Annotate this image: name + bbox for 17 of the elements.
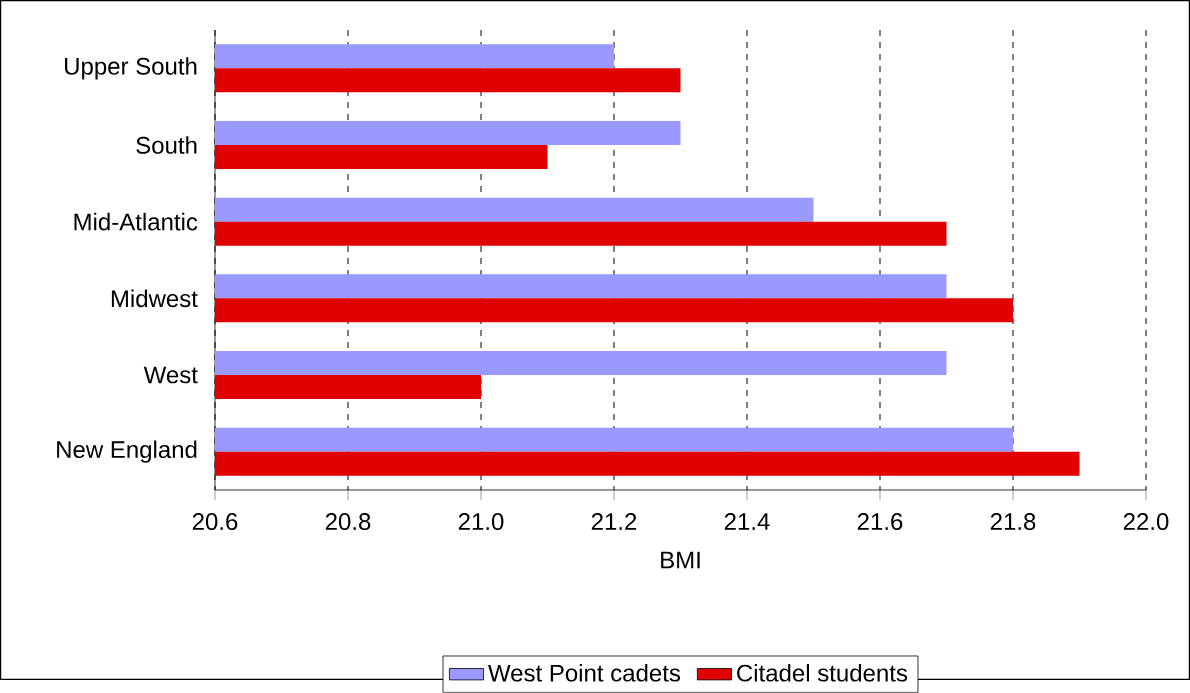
x-tick-label: 21.2: [591, 513, 637, 530]
legend-label: West Point cadets: [488, 664, 681, 682]
x-tick-label: 20.8: [325, 513, 371, 531]
y-tick-label: Mid-Atlantic: [74, 212, 198, 231]
y-tick-label: Midwest: [111, 289, 198, 308]
legend-label: Citadel students: [737, 664, 908, 682]
x-tick-label: 22.0: [1123, 513, 1169, 531]
x-tick-label: 21.4: [724, 513, 770, 530]
y-tick-label: South: [136, 136, 197, 154]
x-tick-label: 20.6: [192, 513, 238, 531]
y-tick-label: West: [143, 366, 198, 384]
y-tick-label: New England: [57, 440, 197, 463]
y-tick-label: Upper South: [65, 57, 197, 80]
x-axis-title: BMI: [661, 551, 700, 569]
x-tick-label: 21.8: [990, 513, 1036, 531]
x-tick-label: 21.6: [857, 513, 903, 531]
x-tick-label: 21.0: [458, 513, 504, 531]
